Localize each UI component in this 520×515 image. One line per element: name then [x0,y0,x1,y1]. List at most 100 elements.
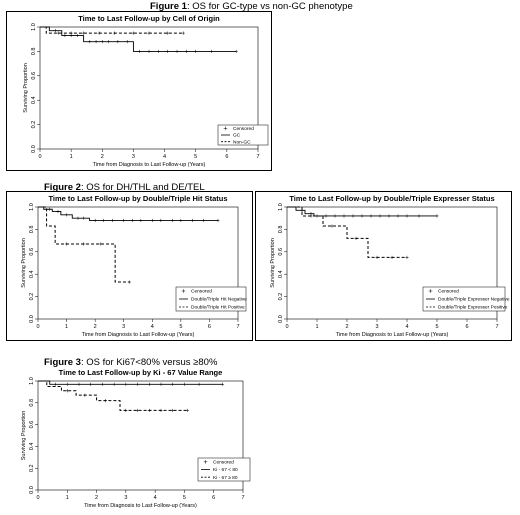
censor-mark [112,382,116,386]
plot-area [39,26,259,150]
x-tick-label: 7 [241,495,244,501]
km-curve-ki-67-80 [38,380,223,385]
y-tick-label: 0.4 [278,270,284,278]
x-tick-label: 7 [236,324,239,330]
censor-mark [64,242,69,246]
x-tick-label: 3 [132,154,135,160]
censor-mark [77,382,81,386]
censor-mark [170,218,174,223]
censor-mark [83,393,87,397]
x-tick-label: 4 [163,154,166,160]
chart-cell-of-origin: Time to Last Follow-up by Cell of Origin… [6,11,272,171]
x-tick-label: 2 [345,324,348,330]
y-tick-label: 1.0 [278,203,284,211]
censor-mark [354,236,358,240]
censor-mark [127,280,132,284]
y-tick-label: 0.8 [31,48,37,56]
censor-mark [309,214,313,218]
y-tick-label: 1.0 [29,203,35,211]
y-tick-label: 0.0 [29,486,35,494]
x-tick-label: 6 [465,324,468,330]
censor-mark [110,218,114,223]
censor-mark [69,31,73,35]
legend-label: Double/Triple Hit Negative [191,297,247,303]
censor-mark [159,408,163,413]
x-tick-label: 3 [375,324,378,330]
legend-label: GC [233,133,241,139]
figure-3-caption: Figure 3: OS for Ki67<80% versus ≥80% [44,357,218,368]
x-axis-label: Time from Diagnosis to Last Follow-up (Y… [82,332,195,338]
censor-mark [387,214,391,218]
censor-mark [202,218,206,223]
censor-mark [179,218,183,223]
censor-mark [405,255,409,259]
chart-title: Time to Last Follow-up by Double/Triple … [48,194,227,203]
censor-mark [102,218,106,223]
legend-box [422,286,506,312]
censor-mark [113,31,117,35]
censor-mark [122,218,126,223]
censor-mark [103,399,107,403]
censor-mark [147,31,151,35]
legend-label: Ki - 67 < 80 [213,467,238,473]
censor-mark [124,382,128,386]
censor-mark [375,255,379,259]
legend-censor-symbol [223,126,228,131]
x-tick-label: 1 [70,154,73,160]
y-tick-label: 0.4 [29,270,35,278]
censor-mark [106,40,111,44]
legend-censor-symbol [203,460,208,464]
censor-mark [100,382,105,386]
x-tick-label: 5 [194,154,197,160]
figure-1-caption: Figure 1: OS for GC-type vs non-GC pheno… [150,1,353,12]
censor-mark [417,214,421,218]
censor-mark [197,382,201,386]
y-tick-label: 0.2 [29,293,35,301]
x-tick-label: 1 [66,495,69,501]
y-axis-label: Surviving Proportion [21,411,27,461]
censor-mark [47,207,52,211]
y-tick-label: 0.6 [29,248,35,256]
legend-label: Censored [233,126,254,132]
censor-mark [97,31,101,35]
x-tick-label: 3 [122,324,125,330]
censor-mark [435,214,439,218]
x-tick-label: 3 [124,495,127,501]
km-curve-ki-67-80 [38,380,188,411]
chart-title: Time to Last Follow-up by Cell of Origin [78,14,220,23]
y-tick-label: 0.6 [278,248,284,256]
censor-mark [220,382,225,386]
legend-label: Ki - 67 ≥ 80 [213,475,238,481]
legend-label: Non-GC [233,139,251,145]
censor-mark [147,408,151,413]
censor-mark [82,31,86,35]
legend-box [217,124,269,146]
plot-area [286,206,498,320]
legend-label: Double/Triple Expresser Negative [438,297,510,303]
x-tick-label: 0 [285,324,288,330]
censor-mark [147,49,151,53]
legend-label: Double/Triple Hit Positive [191,305,245,311]
censor-mark [135,382,140,386]
censor-mark [330,224,334,228]
y-tick-label: 0.6 [31,72,37,80]
censor-mark [369,214,373,218]
censor-mark [216,218,220,223]
x-tick-label: 0 [36,324,39,330]
y-tick-label: 0.0 [31,145,37,153]
censor-mark [88,40,92,44]
censor-mark [138,49,142,53]
x-tick-label: 5 [179,324,182,330]
censor-mark [171,382,175,386]
y-tick-label: 0.0 [278,315,284,323]
panel-frame [255,191,512,341]
x-tick-label: 6 [208,324,211,330]
censor-mark [396,214,400,218]
x-tick-label: 6 [225,154,228,160]
x-tick-label: 5 [183,495,186,501]
x-tick-label: 2 [95,495,98,501]
censor-mark [130,218,134,223]
censor-mark [75,33,79,38]
censor-mark [405,214,409,218]
figure-2-caption: Figure 2: OS for DH/THL and DE/TEL [44,182,205,193]
